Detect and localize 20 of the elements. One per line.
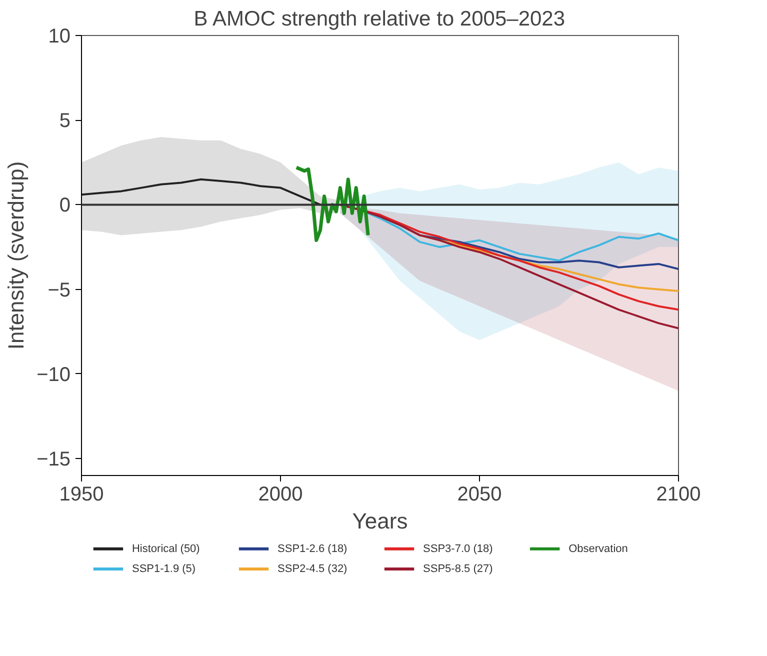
x-tick-label: 2100 — [656, 484, 701, 506]
legend-label: SSP3-7.0 (18) — [423, 542, 493, 555]
x-axis-title: Years — [352, 508, 408, 534]
legend-label: Historical (50) — [132, 542, 200, 555]
chart-title: B AMOC strength relative to 2005–2023 — [194, 8, 566, 30]
legend-label: SSP1-2.6 (18) — [278, 542, 348, 555]
y-tick-label: −15 — [36, 448, 71, 471]
legend-label: SSP1-1.9 (5) — [132, 563, 196, 576]
y-tick-label: 10 — [48, 26, 71, 48]
y-tick-label: 5 — [59, 110, 70, 132]
y-tick-label: 0 — [59, 194, 70, 217]
y-axis-title: Intensity (sverdrup) — [4, 161, 29, 350]
x-tick-label: 1950 — [59, 484, 104, 506]
x-tick-label: 2050 — [457, 484, 502, 506]
legend-label: SSP2-4.5 (32) — [278, 563, 348, 576]
x-tick-label: 2000 — [258, 484, 303, 506]
legend-label: SSP5-8.5 (27) — [423, 563, 493, 576]
y-tick-label: −5 — [48, 279, 71, 302]
legend-label: Observation — [568, 542, 628, 555]
y-tick-label: −10 — [36, 364, 71, 386]
